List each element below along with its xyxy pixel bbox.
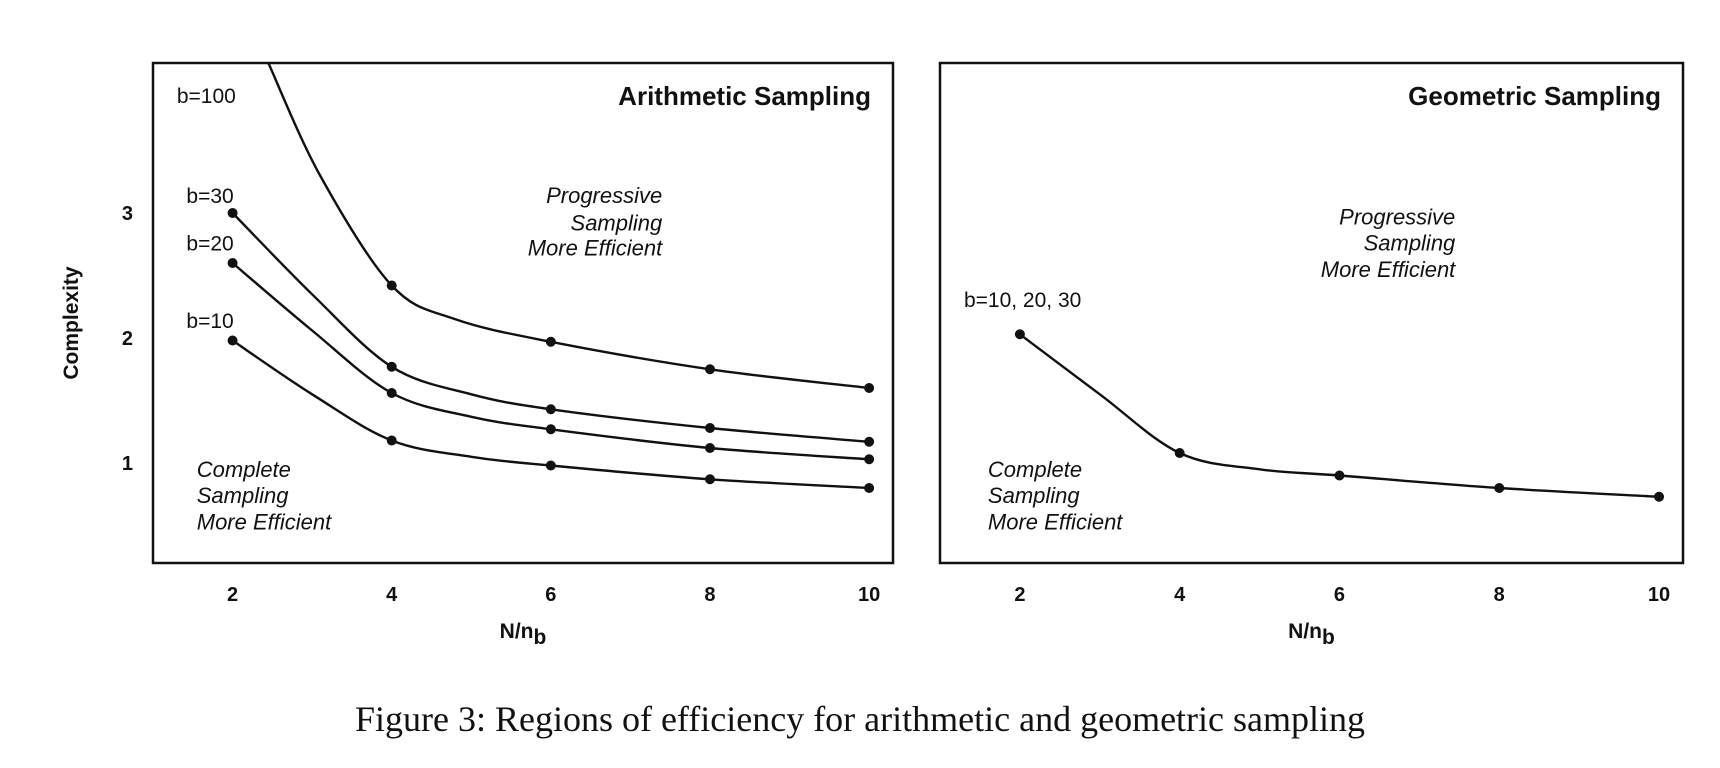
y-tick-label: 3 xyxy=(122,203,133,225)
annotation-line: Sampling xyxy=(197,483,289,508)
series-line xyxy=(231,262,870,461)
annotation-line: More Efficient xyxy=(197,509,332,534)
x-tick-label: 2 xyxy=(1014,584,1025,606)
data-point xyxy=(545,424,556,435)
series-line xyxy=(231,339,870,490)
x-tick-label: 8 xyxy=(1494,584,1505,606)
data-point xyxy=(545,336,556,347)
data-point xyxy=(227,208,238,218)
data-point xyxy=(864,454,875,465)
x-axis-label: N/nb xyxy=(1288,620,1335,649)
plot-frame xyxy=(151,61,895,565)
annotation-line: Sampling xyxy=(571,211,663,236)
figure-caption: Figure 3: Regions of efficiency for arit… xyxy=(354,699,1366,739)
data-point xyxy=(864,483,875,493)
x-tick-label: 2 xyxy=(227,584,238,606)
y-axis-label: Complexity xyxy=(60,266,83,380)
x-tick-label: 4 xyxy=(1174,584,1186,606)
data-point xyxy=(227,258,238,268)
panel-title: Geometric Sampling xyxy=(1408,81,1661,111)
data-point xyxy=(545,460,556,471)
data-point xyxy=(386,388,397,398)
data-point xyxy=(704,364,715,375)
series-line xyxy=(267,63,870,390)
y-tick-label: 2 xyxy=(122,328,133,350)
annotation-line: More Efficient xyxy=(988,509,1123,534)
x-tick-label: 10 xyxy=(1648,584,1670,606)
series-label: b=100 xyxy=(177,85,236,108)
plot-frame xyxy=(938,61,1685,565)
x-tick-label: 10 xyxy=(858,584,880,606)
annotation-line: Progressive xyxy=(546,183,662,208)
data-point xyxy=(1654,491,1665,502)
data-point xyxy=(1494,483,1505,493)
annotation-line: More Efficient xyxy=(1321,257,1456,282)
annotation-line: Sampling xyxy=(1364,231,1456,256)
x-tick-label: 6 xyxy=(1334,584,1345,606)
data-point xyxy=(1014,329,1025,340)
data-point xyxy=(545,404,556,415)
series-label: b=20 xyxy=(186,233,233,256)
data-point xyxy=(386,280,397,291)
data-point xyxy=(704,443,715,453)
x-tick-label: 6 xyxy=(545,584,556,606)
data-point xyxy=(864,436,875,447)
data-point xyxy=(704,474,715,485)
annotation-line: More Efficient xyxy=(528,236,663,261)
series-line xyxy=(1019,333,1660,498)
series-line xyxy=(231,212,870,443)
data-point xyxy=(386,361,397,372)
data-point xyxy=(864,383,875,393)
annotation-line: Complete xyxy=(197,457,291,482)
series-label: b=10 xyxy=(186,310,233,333)
annotation-line: Sampling xyxy=(988,483,1080,508)
data-point xyxy=(386,435,397,446)
y-tick-label: 1 xyxy=(122,453,133,475)
data-point xyxy=(227,335,238,346)
data-point xyxy=(1334,470,1345,481)
data-point xyxy=(704,423,715,433)
annotation-line: Progressive xyxy=(1339,204,1455,229)
series-label: b=10, 20, 30 xyxy=(964,289,1081,312)
x-tick-label: 8 xyxy=(704,584,715,606)
series-label: b=30 xyxy=(186,185,233,208)
x-tick-label: 4 xyxy=(386,584,398,606)
x-axis-label: N/nb xyxy=(500,620,547,649)
panel-title: Arithmetic Sampling xyxy=(618,81,871,111)
data-point xyxy=(1174,448,1185,458)
annotation-line: Complete xyxy=(988,457,1082,482)
